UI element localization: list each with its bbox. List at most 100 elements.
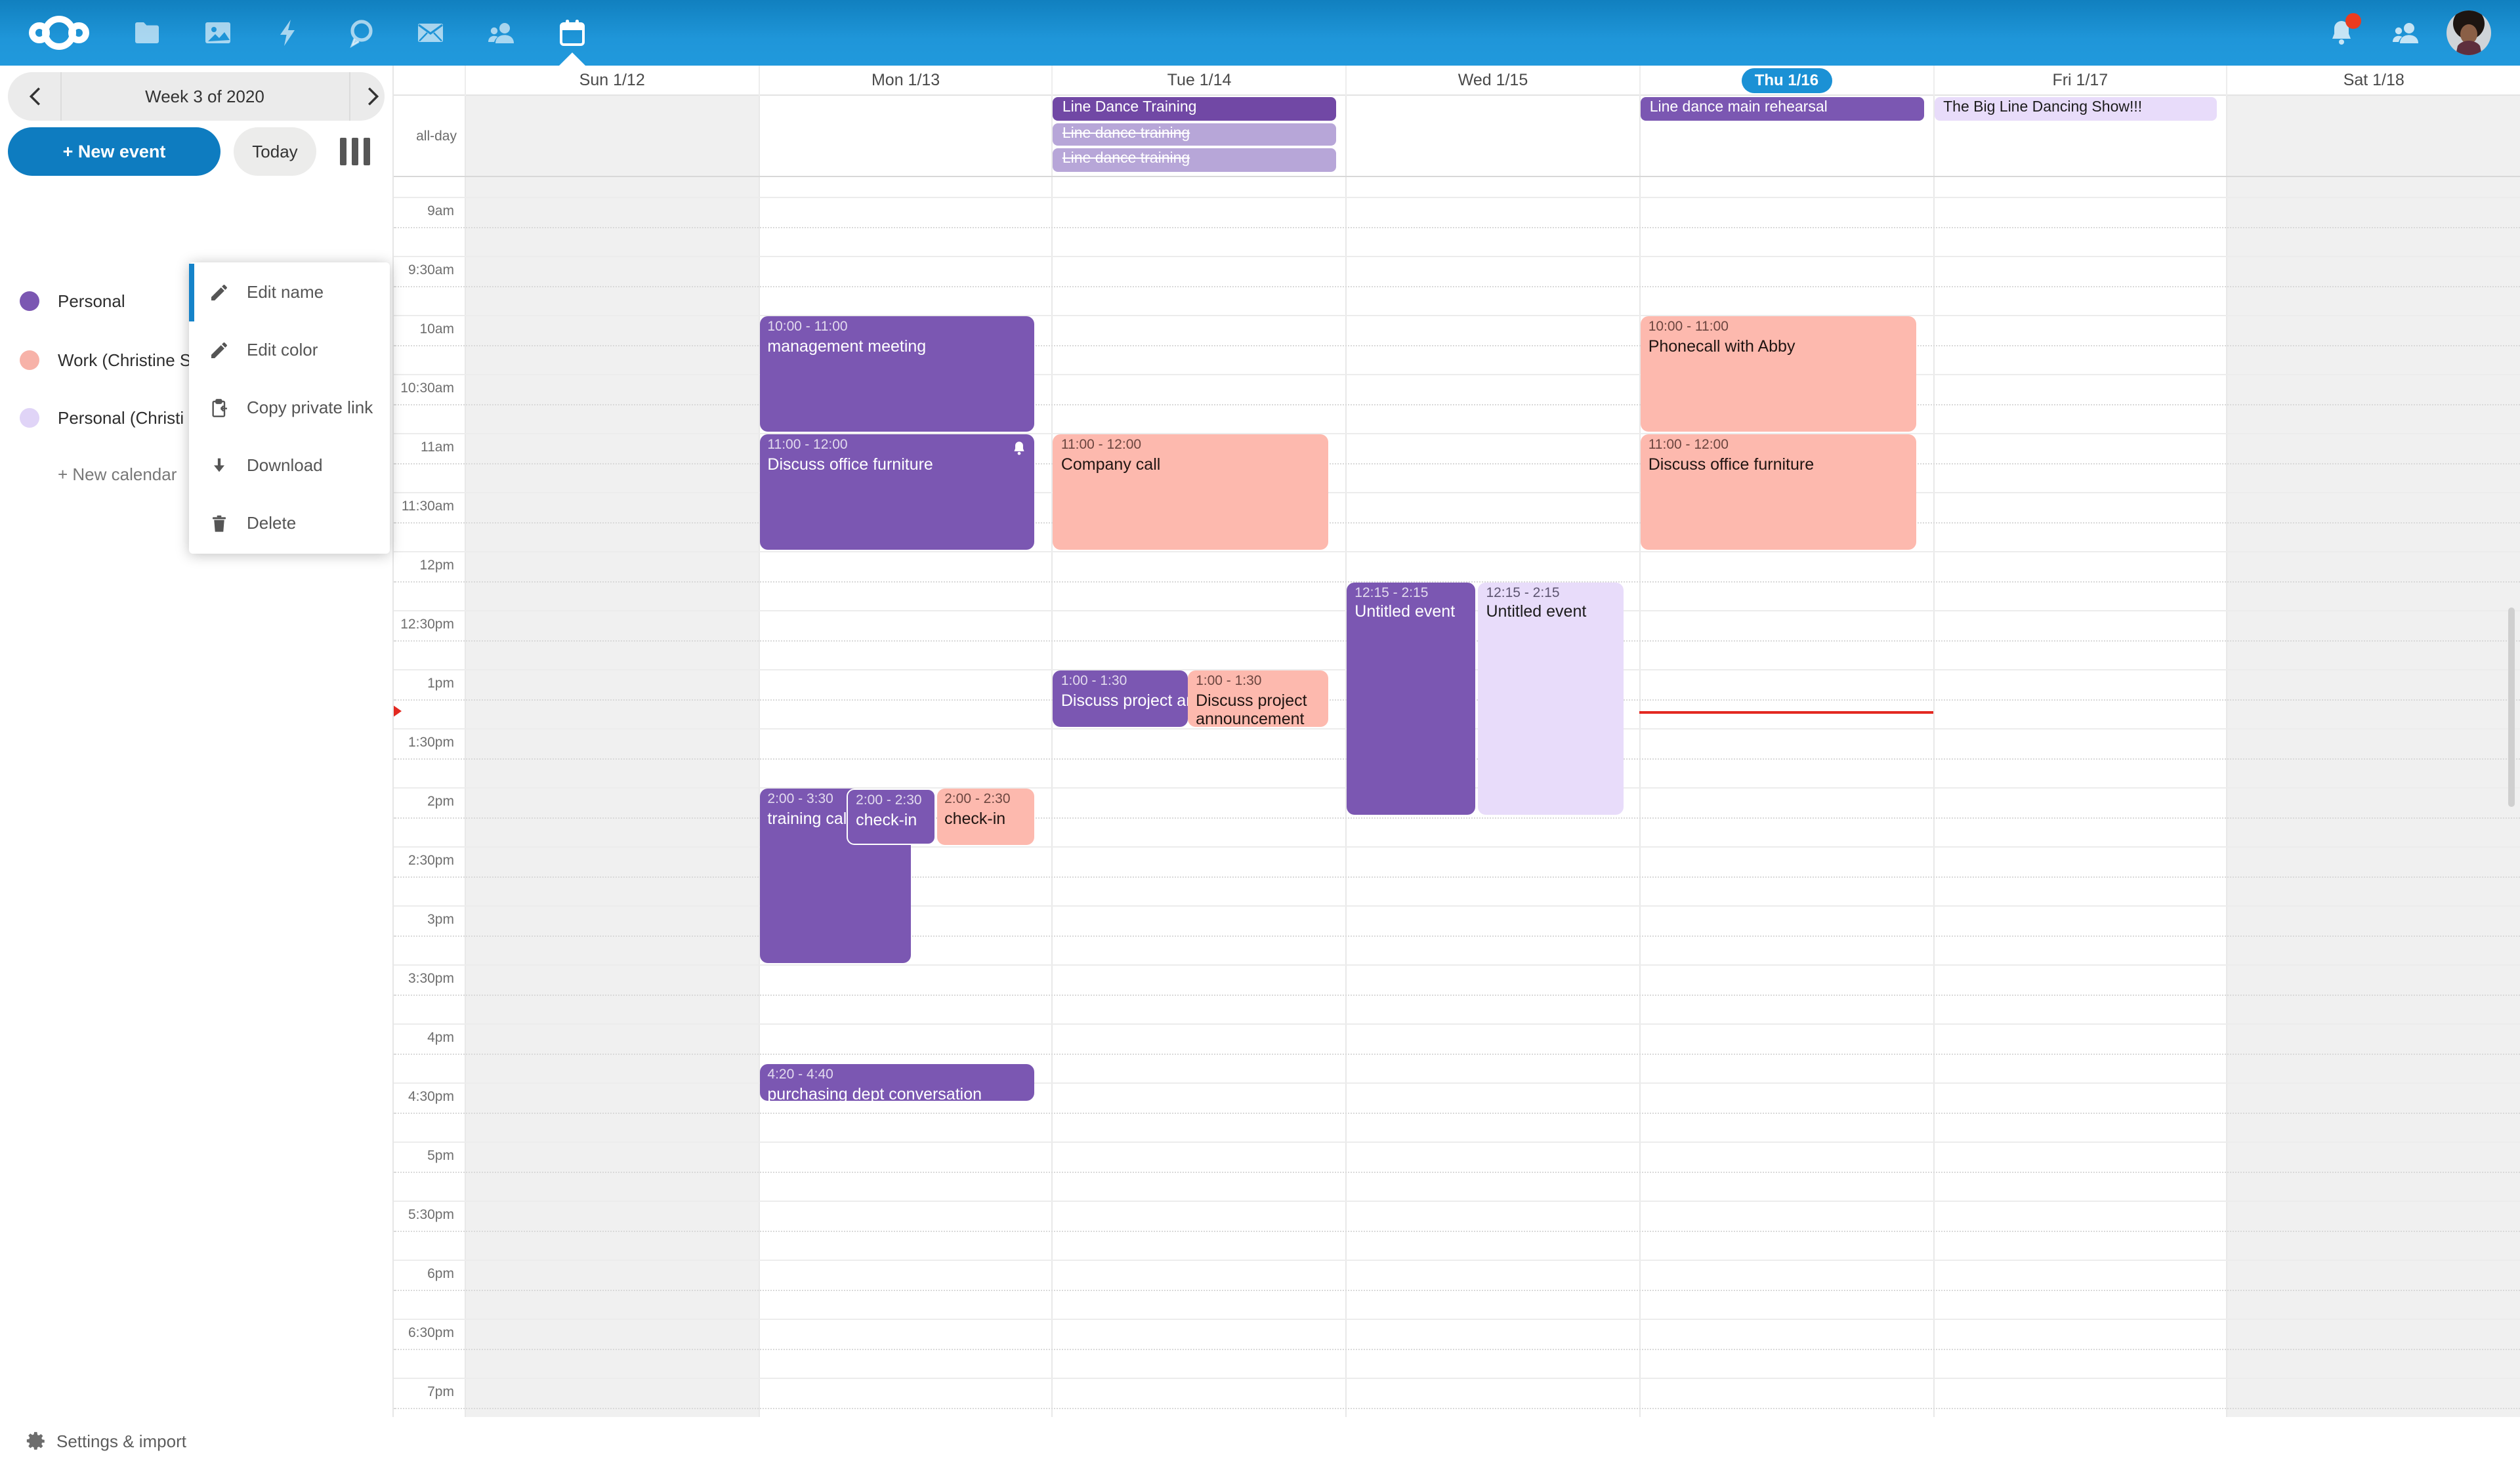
day-header-cell[interactable]: Tue 1/14 bbox=[1051, 66, 1345, 96]
files-icon[interactable] bbox=[131, 17, 163, 49]
menu-item-download[interactable]: Download bbox=[189, 437, 390, 495]
time-axis-label: 7pm bbox=[427, 1384, 454, 1400]
event-title: management meeting bbox=[767, 337, 927, 356]
event[interactable]: 12:15 - 2:15 Untitled event bbox=[1347, 582, 1476, 815]
download-icon bbox=[209, 455, 230, 476]
all-day-label: all-day bbox=[416, 129, 457, 144]
today-pill: Thu 1/16 bbox=[1741, 68, 1832, 93]
day-header-cell[interactable]: Fri 1/17 bbox=[1933, 66, 2226, 96]
chevron-right-icon[interactable] bbox=[357, 81, 387, 112]
time-axis-label: 12:30pm bbox=[400, 617, 454, 632]
menu-item-label: Edit name bbox=[247, 282, 324, 302]
gear-icon bbox=[25, 1430, 47, 1452]
activity-icon[interactable] bbox=[273, 17, 304, 49]
settings-import-button[interactable]: Settings & import bbox=[0, 1428, 394, 1480]
all-day-event[interactable]: The Big Line Dancing Show!!! bbox=[1934, 97, 2217, 120]
day-header-cell[interactable]: Sun 1/12 bbox=[465, 66, 758, 96]
event[interactable]: 10:00 - 11:00 management meeting bbox=[759, 316, 1035, 431]
calendar-list-item[interactable]: Work (Christine S bbox=[0, 332, 394, 390]
event[interactable]: 11:00 - 12:00 Company call bbox=[1053, 434, 1329, 549]
event-time: 10:00 - 11:00 bbox=[1648, 319, 1729, 335]
divider bbox=[349, 72, 350, 121]
time-axis-label: 12pm bbox=[419, 558, 454, 573]
day-header-row: Sun 1/12 Mon 1/13 Tue 1/14 Wed 1/15 Thu 1/16… bbox=[394, 66, 2520, 96]
quarter-hour-line bbox=[394, 1407, 2520, 1408]
column-divider bbox=[1933, 177, 1935, 1417]
event[interactable]: 2:00 - 2:30 check-in bbox=[936, 789, 1035, 844]
menu-item-copy-private-link[interactable]: Copy private link bbox=[189, 379, 390, 437]
menu-item-label: Delete bbox=[247, 513, 297, 533]
contacts-menu-icon[interactable] bbox=[2390, 17, 2422, 49]
calendar-list-item[interactable]: Personal bbox=[0, 273, 394, 331]
half-hour-line bbox=[394, 1378, 2520, 1379]
event[interactable]: 11:00 - 12:00 Discuss office furniture bbox=[1640, 434, 1916, 549]
half-hour-line bbox=[394, 374, 2520, 375]
calendar-list-item[interactable]: Personal (Christi bbox=[0, 390, 394, 447]
chevron-left-icon[interactable] bbox=[21, 81, 51, 112]
new-calendar-button[interactable]: + New calendar bbox=[58, 464, 177, 484]
quarter-hour-line bbox=[394, 1289, 2520, 1290]
time-axis-label: 2:30pm bbox=[408, 853, 454, 869]
half-hour-line bbox=[394, 1201, 2520, 1202]
event[interactable]: 2:00 - 2:30 check-in bbox=[847, 789, 936, 844]
all-day-event[interactable]: Line dance training bbox=[1053, 148, 1337, 171]
event[interactable]: 1:00 - 1:30 Discuss project announcement bbox=[1053, 670, 1188, 726]
week-label[interactable]: Week 3 of 2020 bbox=[145, 87, 264, 106]
quarter-hour-line bbox=[394, 344, 2520, 346]
time-axis-label: 3:30pm bbox=[408, 971, 454, 987]
calendar-name: Personal (Christi bbox=[58, 408, 184, 428]
menu-item-delete[interactable]: Delete bbox=[189, 495, 390, 552]
all-day-event[interactable]: Line Dance Training bbox=[1053, 97, 1337, 120]
menu-item-edit-name[interactable]: Edit name bbox=[189, 264, 390, 321]
today-button[interactable]: Today bbox=[234, 127, 316, 176]
photos-icon[interactable] bbox=[202, 17, 234, 49]
event[interactable]: 11:00 - 12:00 Discuss office furniture bbox=[759, 434, 1035, 549]
menu-item-edit-color[interactable]: Edit color bbox=[189, 321, 390, 379]
quarter-hour-line bbox=[394, 1348, 2520, 1349]
day-header-cell[interactable]: Mon 1/13 bbox=[758, 66, 1051, 96]
day-header-cell[interactable]: Sat 1/18 bbox=[2226, 66, 2520, 96]
menu-item-label: Edit color bbox=[247, 340, 318, 360]
event-time: 4:20 - 4:40 bbox=[767, 1066, 833, 1082]
day-header-cell[interactable]: Thu 1/16 bbox=[1639, 66, 1933, 96]
column-divider bbox=[758, 96, 760, 176]
all-day-event[interactable]: Line dance training bbox=[1053, 123, 1337, 146]
avatar[interactable] bbox=[2446, 10, 2491, 55]
calendar-color-dot bbox=[20, 350, 39, 370]
time-grid: 9am 9:30am 10am 10:30am 11am 11:30am 12pm 12:30… bbox=[394, 177, 2520, 1417]
half-hour-line bbox=[394, 551, 2520, 552]
event-time: 11:00 - 12:00 bbox=[1648, 437, 1729, 453]
weekend-shading bbox=[465, 96, 759, 176]
divider bbox=[60, 72, 62, 121]
settings-import-label: Settings & import bbox=[56, 1431, 186, 1451]
mail-icon[interactable] bbox=[415, 17, 446, 49]
quarter-hour-line bbox=[394, 285, 2520, 287]
all-day-event[interactable]: Line dance main rehearsal bbox=[1640, 97, 1924, 120]
event-title: Company call bbox=[1060, 455, 1161, 474]
event[interactable]: 4:20 - 4:40 purchasing dept conversation bbox=[759, 1063, 1035, 1101]
vertical-scrollbar[interactable] bbox=[2508, 607, 2515, 807]
notification-dot bbox=[2345, 13, 2361, 29]
time-axis-label: 3pm bbox=[427, 912, 454, 928]
week-view-toggle-icon[interactable] bbox=[340, 138, 370, 165]
calendar-icon[interactable] bbox=[556, 17, 588, 49]
half-hour-line bbox=[394, 197, 2520, 198]
day-header-label: Fri 1/17 bbox=[2052, 71, 2109, 89]
new-event-button[interactable]: + New event bbox=[8, 127, 220, 176]
notifications-icon[interactable] bbox=[2326, 13, 2361, 49]
quarter-hour-line bbox=[394, 403, 2520, 405]
event[interactable]: 12:15 - 2:15 Untitled event bbox=[1478, 582, 1624, 815]
nextcloud-logo[interactable] bbox=[29, 13, 89, 52]
contacts-icon[interactable] bbox=[486, 17, 517, 49]
day-header-label: Tue 1/14 bbox=[1167, 71, 1232, 89]
event-time: 10:00 - 11:00 bbox=[767, 319, 848, 335]
quarter-hour-line bbox=[394, 226, 2520, 228]
half-hour-line bbox=[394, 256, 2520, 257]
talk-icon[interactable] bbox=[345, 17, 377, 49]
event[interactable]: 10:00 - 11:00 Phonecall with Abby bbox=[1640, 316, 1916, 431]
half-hour-line bbox=[394, 1023, 2520, 1025]
day-header-cell[interactable]: Wed 1/15 bbox=[1345, 66, 1639, 96]
event[interactable]: 1:00 - 1:30 Discuss project announcement bbox=[1188, 670, 1329, 729]
quarter-hour-line bbox=[394, 1171, 2520, 1172]
quarter-hour-line bbox=[394, 1112, 2520, 1113]
